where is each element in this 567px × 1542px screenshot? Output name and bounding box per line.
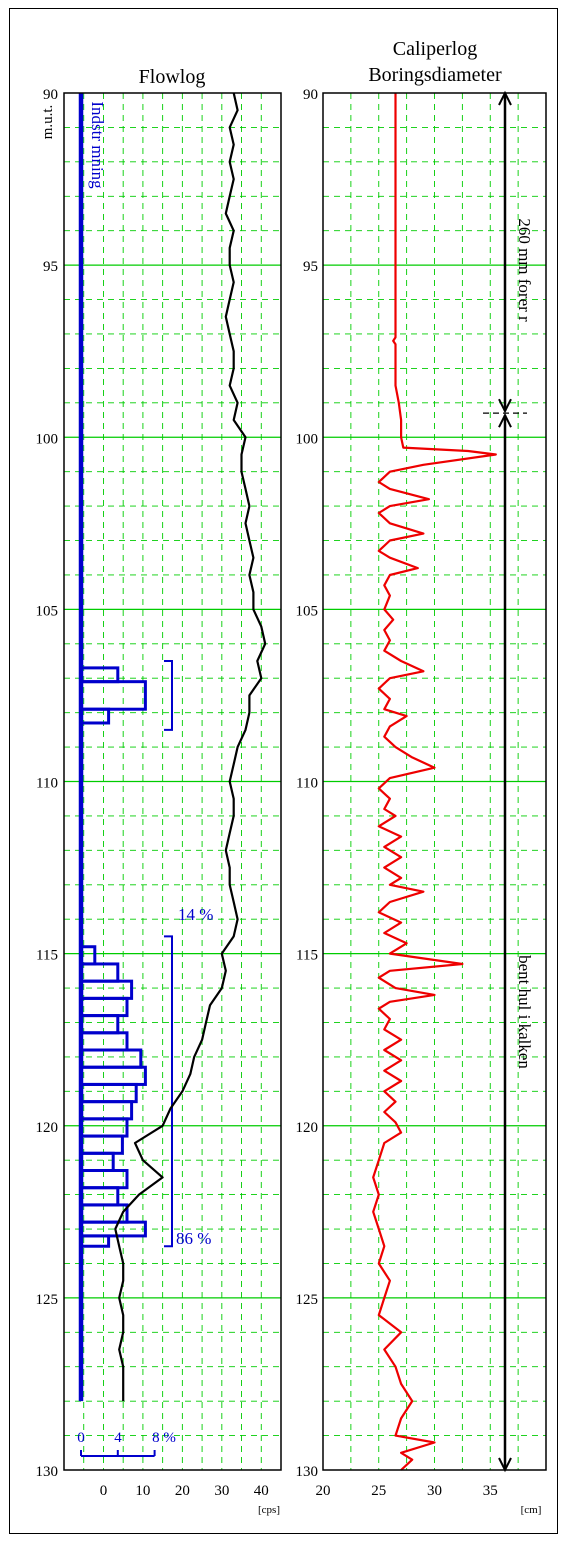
flowlog-curve	[114, 92, 267, 1402]
inflow-bar	[79, 1065, 147, 1086]
inflow-bar	[79, 1031, 129, 1052]
flowlog-depth-tick-label: 90	[43, 87, 58, 103]
annotation-86-label: 86 %	[176, 1229, 211, 1248]
inflow-bar	[79, 1048, 143, 1069]
flowlog-x-tick-label: 10	[135, 1483, 150, 1499]
inflow-bar	[79, 680, 147, 711]
caliperlog-depth-tick-label: 105	[296, 603, 319, 619]
inflow-bar	[79, 1220, 147, 1238]
flowlog-depth-tick-label: 130	[36, 1464, 59, 1480]
caliperlog-depth-tick-label: 100	[296, 431, 319, 447]
inflow-bar	[79, 1134, 124, 1155]
caliperlog-depth-tick-label: 120	[296, 1120, 319, 1136]
caliperlog-x-tick-label: 30	[427, 1483, 442, 1499]
annotation-14-label: 14 %	[178, 905, 213, 924]
flowlog-grid	[64, 93, 281, 1470]
caliper-curve	[372, 93, 497, 1471]
flowlog-title: Flowlog	[139, 66, 206, 88]
open-hole-arrow-head-top	[498, 412, 512, 428]
inflow-bar	[79, 979, 134, 1000]
flowlog-depth-tick-label: 110	[36, 776, 58, 792]
inflow-bar	[79, 962, 120, 983]
inflow-bar	[79, 1117, 129, 1138]
caliperlog-x-unit: [cm]	[521, 1504, 542, 1516]
caliperlog-grid	[323, 93, 546, 1470]
flowlog-x-unit: [cps]	[258, 1504, 280, 1516]
inflow-label: Indstr mning	[88, 101, 107, 189]
depth-axis-label: m.u.t.	[40, 105, 56, 140]
flowlog-depth-tick-label: 125	[36, 1292, 59, 1308]
inflow-bar	[79, 1186, 120, 1207]
flowlog-depth-tick-label: 95	[43, 259, 58, 275]
inflow-bar	[79, 1234, 111, 1248]
flowlog-depth-tick-label: 105	[36, 603, 59, 619]
flowlog-depth-tick-label: 120	[36, 1120, 59, 1136]
inflow-bar	[79, 1151, 115, 1173]
caliperlog-title: Caliperlog	[393, 38, 477, 60]
caliperlog-depth-tick-label: 95	[303, 259, 318, 275]
inflow-bar	[79, 996, 129, 1018]
scale-label-0: 0	[77, 1430, 85, 1446]
open-hole-label: bent hul i kalken	[515, 955, 534, 1069]
caliperlog-x-tick-label: 25	[371, 1483, 386, 1499]
inflow-bar	[79, 1014, 120, 1035]
caliperlog-x-tick-label: 35	[483, 1483, 498, 1499]
flowlog-depth-tick-label: 100	[36, 431, 59, 447]
caliperlog-depth-tick-label: 90	[303, 87, 318, 103]
inflow-bar	[79, 1082, 138, 1104]
flowlog-x-tick-label: 30	[214, 1483, 229, 1499]
caliperlog-depth-tick-label: 130	[296, 1464, 319, 1480]
caliperlog-plot-area	[322, 92, 547, 1471]
scale-label-8: 8 %	[152, 1430, 176, 1446]
caliperlog-x-tick-label: 20	[316, 1483, 331, 1499]
casing-label: 260 mm forer r	[515, 218, 534, 322]
inflow-bar	[79, 666, 120, 684]
flowlog-x-tick-label: 40	[254, 1483, 269, 1499]
flowlog-plot-area	[63, 92, 282, 1471]
caliperlog-depth-tick-label: 125	[296, 1292, 319, 1308]
inflow-bar	[79, 1169, 129, 1190]
percentage-bracket	[164, 935, 173, 1248]
caliperlog-depth-tick-label: 110	[296, 776, 318, 792]
percentage-bracket	[164, 660, 173, 731]
figure-frame	[9, 8, 558, 1534]
flowlog-x-tick-label: 0	[100, 1483, 108, 1499]
scale-label-4: 4	[114, 1430, 122, 1446]
inflow-bar	[79, 707, 111, 725]
flowlog-depth-tick-label: 115	[36, 948, 58, 964]
casing-arrow-head-bottom	[498, 398, 512, 414]
inflow-bar	[79, 1100, 134, 1121]
caliperlog-subtitle: Boringsdiameter	[368, 64, 502, 86]
caliperlog-depth-tick-label: 115	[296, 948, 318, 964]
chart-marks: 9095100105110115120125130909510010511011…	[36, 87, 527, 1499]
flowlog-x-tick-label: 20	[175, 1483, 190, 1499]
